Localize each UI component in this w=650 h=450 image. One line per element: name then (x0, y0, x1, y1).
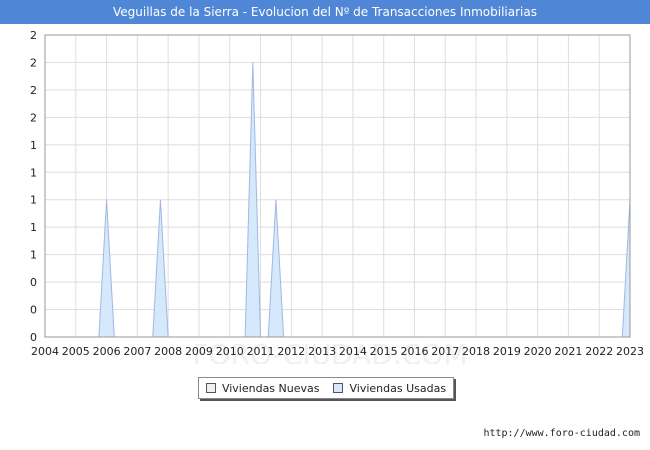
footer-url: http://www.foro-ciudad.com (483, 428, 640, 439)
x-tick-label: 2010 (216, 345, 244, 358)
x-tick-label: 2014 (339, 345, 367, 358)
y-tick-label: 0 (30, 304, 37, 317)
chart-title: Veguillas de la Sierra - Evolucion del N… (112, 5, 537, 19)
x-tick-label: 2020 (524, 345, 552, 358)
area-peak-usadas (98, 199, 115, 338)
x-tick-label: 2011 (247, 345, 275, 358)
watermark: FORO-CIUDAD.COM (192, 338, 467, 364)
y-tick-label: 2 (30, 56, 37, 69)
y-tick-label: 1 (30, 249, 37, 262)
plot-border (44, 34, 631, 338)
x-tick-label: 2023 (616, 345, 644, 358)
x-tick-label: 2022 (585, 345, 613, 358)
legend: Viviendas Nuevas Viviendas Usadas (198, 377, 454, 399)
y-tick-label: 0 (30, 331, 37, 344)
x-tick-label: 2015 (370, 345, 398, 358)
x-tick-label: 2021 (554, 345, 582, 358)
area-peak-usadas (621, 199, 631, 338)
legend-item-nuevas: Viviendas Nuevas (205, 381, 320, 395)
area-peak-usadas (267, 199, 285, 338)
x-tick-label: 2017 (431, 345, 459, 358)
x-tick-label: 2018 (462, 345, 490, 358)
x-tick-label: 2009 (185, 345, 213, 358)
y-tick-label: 1 (30, 194, 37, 207)
y-tick-label: 2 (30, 111, 37, 124)
x-tick-label: 2008 (154, 345, 182, 358)
legend-item-usadas: Viviendas Usadas (333, 382, 446, 395)
area-peak-usadas (152, 199, 169, 338)
x-tick-label: 2004 (31, 345, 59, 358)
legend-swatch-usadas (333, 383, 344, 393)
y-tick-label: 0 (30, 276, 37, 289)
title-bar: Veguillas de la Sierra - Evolucion del N… (0, 0, 650, 24)
legend-label-nuevas: Viviendas Nuevas (221, 381, 320, 395)
y-tick-label: 1 (30, 166, 37, 179)
y-tick-label: 1 (30, 139, 37, 152)
x-tick-label: 2019 (493, 345, 521, 358)
x-tick-label: 2013 (308, 345, 336, 358)
x-tick-label: 2006 (93, 345, 121, 358)
x-tick-label: 2016 (400, 345, 428, 358)
x-tick-label: 2007 (123, 345, 151, 358)
y-tick-label: 2 (30, 29, 37, 42)
y-tick-label: 2 (30, 84, 37, 97)
x-tick-label: 2005 (62, 345, 90, 358)
y-tick-label: 1 (30, 221, 37, 234)
legend-swatch-nuevas (205, 383, 216, 393)
x-tick-label: 2012 (277, 345, 305, 358)
legend-label-usadas: Viviendas Usadas (349, 381, 447, 395)
